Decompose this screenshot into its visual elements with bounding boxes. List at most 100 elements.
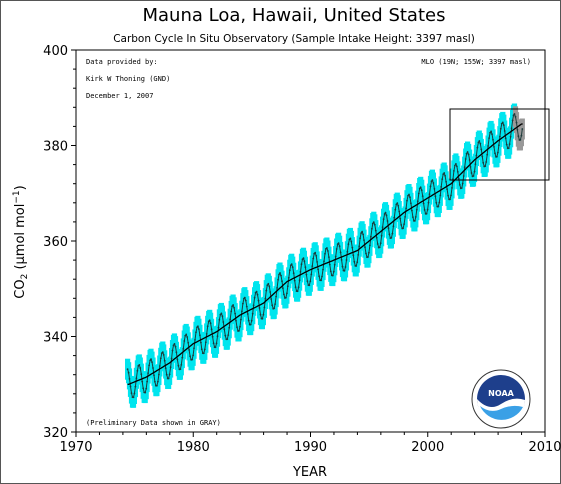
monthly-mean-point <box>387 227 390 230</box>
monthly-mean-point <box>470 172 473 174</box>
monthly-mean-point <box>214 346 217 349</box>
monthly-mean-point <box>235 319 237 322</box>
monthly-mean-point <box>454 164 456 167</box>
monthly-mean-point <box>444 174 446 177</box>
monthly-mean-point <box>191 358 194 361</box>
monthly-mean-point <box>510 127 513 130</box>
monthly-mean-point <box>451 187 453 189</box>
monthly-mean-point <box>473 170 476 173</box>
monthly-mean-point <box>250 319 253 322</box>
monthly-mean-point <box>130 392 133 394</box>
monthly-mean-point <box>321 275 323 278</box>
monthly-mean-point <box>167 377 170 380</box>
monthly-mean-point <box>515 121 518 124</box>
monthly-mean-point <box>144 391 147 394</box>
monthly-mean-point <box>312 257 315 260</box>
monthly-mean-point <box>231 305 234 308</box>
monthly-mean-point <box>364 246 366 249</box>
report-date: December 1, 2007 <box>86 92 153 100</box>
monthly-mean-point <box>145 387 148 390</box>
monthly-mean-point <box>259 313 262 316</box>
monthly-mean-point <box>460 187 463 189</box>
monthly-mean-point <box>356 261 359 264</box>
monthly-mean-point <box>367 256 369 258</box>
monthly-mean-point <box>477 141 480 144</box>
monthly-mean-point <box>203 348 206 351</box>
monthly-mean-point <box>161 351 164 353</box>
monthly-mean-point <box>472 175 475 177</box>
monthly-mean-point <box>221 315 224 317</box>
y-tick-label: 360 <box>43 235 68 250</box>
monthly-mean-point <box>507 147 510 150</box>
monthly-mean-point <box>240 318 242 321</box>
monthly-mean-point <box>432 182 435 184</box>
monthly-mean-point <box>468 159 471 161</box>
monthly-mean-point <box>484 165 487 168</box>
monthly-mean-point <box>182 348 185 350</box>
monthly-mean-point <box>291 266 294 268</box>
monthly-mean-point <box>184 334 187 337</box>
monthly-mean-point <box>132 396 135 399</box>
monthly-mean-point <box>391 232 394 235</box>
monthly-mean-point <box>352 254 355 256</box>
monthly-mean-point <box>261 317 264 320</box>
monthly-mean-point <box>329 270 332 273</box>
monthly-mean-point <box>502 124 505 126</box>
monthly-mean-point <box>244 299 247 302</box>
monthly-mean-point <box>358 245 361 248</box>
monthly-mean-point <box>373 223 376 226</box>
monthly-mean-point <box>491 133 493 136</box>
monthly-mean-point <box>299 271 302 273</box>
x-axis-title: YEAR <box>292 465 327 480</box>
monthly-mean-point <box>338 245 341 248</box>
monthly-mean-point <box>127 371 130 374</box>
monthly-mean-point <box>469 166 472 168</box>
monthly-mean-point <box>186 336 189 338</box>
monthly-mean-point <box>194 339 196 341</box>
monthly-mean-point <box>282 287 284 290</box>
monthly-mean-point <box>154 380 156 383</box>
monthly-mean-point <box>357 254 360 256</box>
monthly-mean-point <box>243 296 246 299</box>
monthly-mean-point <box>249 323 252 326</box>
monthly-mean-point <box>172 344 175 347</box>
monthly-mean-point <box>269 291 272 293</box>
monthly-mean-point <box>343 269 346 272</box>
monthly-mean-point <box>142 387 145 390</box>
monthly-mean-point <box>455 163 457 165</box>
monthly-mean-point <box>136 369 139 372</box>
monthly-mean-point <box>247 319 250 322</box>
monthly-mean-point <box>233 306 236 309</box>
monthly-mean-point <box>169 366 172 369</box>
monthly-mean-point <box>420 189 423 192</box>
monthly-mean-point <box>320 279 322 282</box>
monthly-mean-point <box>393 216 396 219</box>
monthly-mean-point <box>274 303 276 305</box>
monthly-mean-point <box>381 226 384 229</box>
monthly-mean-point <box>493 146 495 148</box>
monthly-mean-point <box>452 178 454 180</box>
monthly-mean-point <box>445 180 447 183</box>
monthly-mean-point <box>500 122 503 125</box>
monthly-mean-point <box>185 333 188 336</box>
monthly-mean-point <box>322 268 324 271</box>
monthly-mean-point <box>513 113 516 115</box>
monthly-mean-point <box>128 378 131 380</box>
monthly-mean-point <box>316 261 318 263</box>
monthly-mean-point <box>198 328 200 331</box>
monthly-mean-point <box>219 313 222 316</box>
monthly-mean-point <box>300 263 303 266</box>
monthly-mean-point <box>234 312 237 315</box>
monthly-mean-point <box>412 216 414 219</box>
x-tick-label: 1990 <box>294 440 327 455</box>
monthly-mean-point <box>435 201 438 204</box>
monthly-mean-point <box>176 358 179 361</box>
monthly-mean-point <box>217 326 220 329</box>
monthly-mean-point <box>474 163 477 166</box>
monthly-mean-point <box>447 194 449 197</box>
chart-subtitle: Carbon Cycle In Situ Observatory (Sample… <box>113 33 475 45</box>
provider-name: Kirk W Thoning (GND) <box>86 75 170 83</box>
monthly-mean-point <box>419 186 422 189</box>
monthly-mean-point <box>351 246 354 249</box>
